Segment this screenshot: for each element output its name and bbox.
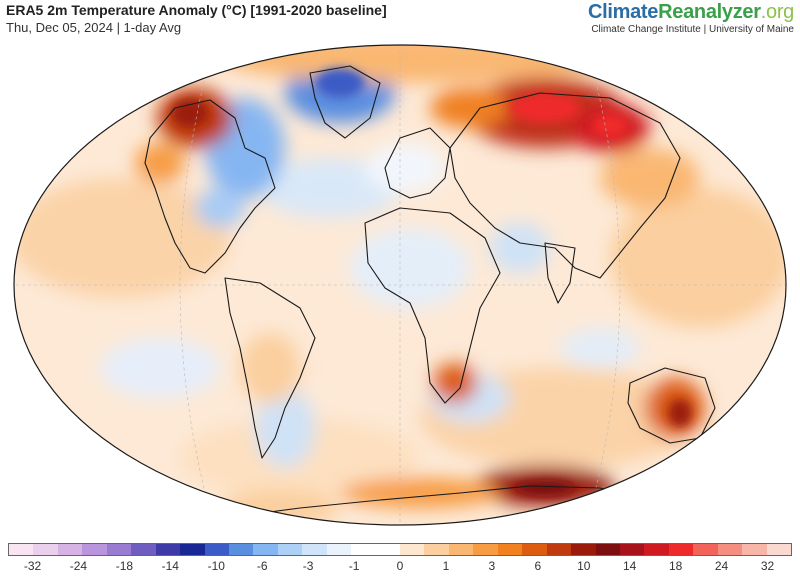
legend-label: -6 xyxy=(256,559,268,573)
legend-swatch xyxy=(448,544,474,555)
anomaly-field xyxy=(14,45,786,525)
legend-labels: -32 -24 -18 -14 -10 -6 -3 -1 0 1 3 6 10 14 18 24 32 xyxy=(0,559,800,575)
legend-swatch xyxy=(497,544,523,555)
brand-name-part2: Reanalyzer xyxy=(658,1,761,23)
legend-swatch xyxy=(522,544,547,555)
legend-swatch xyxy=(33,544,58,555)
legend-label: 14 xyxy=(623,559,637,573)
legend-swatch xyxy=(82,544,107,555)
legend-swatch xyxy=(424,544,449,555)
legend-swatch xyxy=(693,544,718,555)
world-anomaly-map xyxy=(13,44,787,526)
legend-label: -14 xyxy=(161,559,179,573)
brand-name-part3: .org xyxy=(760,1,795,23)
legend-swatch xyxy=(180,544,205,555)
legend-label: 0 xyxy=(396,559,404,573)
legend-label: 24 xyxy=(714,559,729,573)
legend-swatch xyxy=(717,544,743,555)
legend-label: 1 xyxy=(442,559,450,573)
brand-tagline: Climate Change Institute | University of… xyxy=(591,24,794,35)
legend-swatch xyxy=(277,544,303,555)
legend-swatch xyxy=(571,544,596,555)
legend-label: -18 xyxy=(115,559,134,573)
legend-label: -24 xyxy=(69,559,88,573)
legend-swatch xyxy=(204,544,229,555)
legend-label: -1 xyxy=(348,559,360,573)
legend-swatch xyxy=(742,544,767,555)
legend-swatch xyxy=(131,544,156,555)
legend-label: 18 xyxy=(668,559,683,573)
color-legend xyxy=(8,543,792,556)
legend-swatch xyxy=(351,544,376,555)
legend-label: -3 xyxy=(302,559,314,573)
legend-label: 3 xyxy=(488,559,496,573)
legend-swatch xyxy=(228,544,254,555)
legend-swatch xyxy=(546,544,572,555)
legend-swatch xyxy=(253,544,278,555)
map-subtitle: Thu, Dec 05, 2024 | 1-day Avg xyxy=(6,20,182,35)
legend-swatch xyxy=(473,544,498,555)
legend-label: 6 xyxy=(534,559,542,573)
legend-swatch xyxy=(106,544,132,555)
legend-swatch xyxy=(57,544,83,555)
legend-swatch xyxy=(644,544,669,555)
legend-label: -10 xyxy=(207,559,225,573)
legend-swatch xyxy=(326,544,352,555)
legend-swatch xyxy=(9,544,34,555)
legend-swatch xyxy=(400,544,425,555)
legend-label: -32 xyxy=(23,559,42,573)
brand-name-part1: Climate xyxy=(587,1,659,23)
legend-swatch xyxy=(375,544,400,555)
globe-border xyxy=(13,44,787,526)
brand-logo: ClimateReanalyzer.org xyxy=(588,1,794,23)
legend-swatch xyxy=(668,544,694,555)
legend-swatch xyxy=(595,544,620,555)
legend-label: 32 xyxy=(760,559,775,573)
legend-swatch xyxy=(302,544,327,555)
legend-swatch xyxy=(766,544,791,555)
legend-swatch xyxy=(619,544,645,555)
legend-swatch xyxy=(155,544,181,555)
map-title: ERA5 2m Temperature Anomaly (°C) [1991-2… xyxy=(6,2,387,18)
brand-block: ClimateReanalyzer.org Climate Change Ins… xyxy=(588,1,794,35)
graticule xyxy=(14,45,786,525)
legend-label: 10 xyxy=(577,559,591,573)
